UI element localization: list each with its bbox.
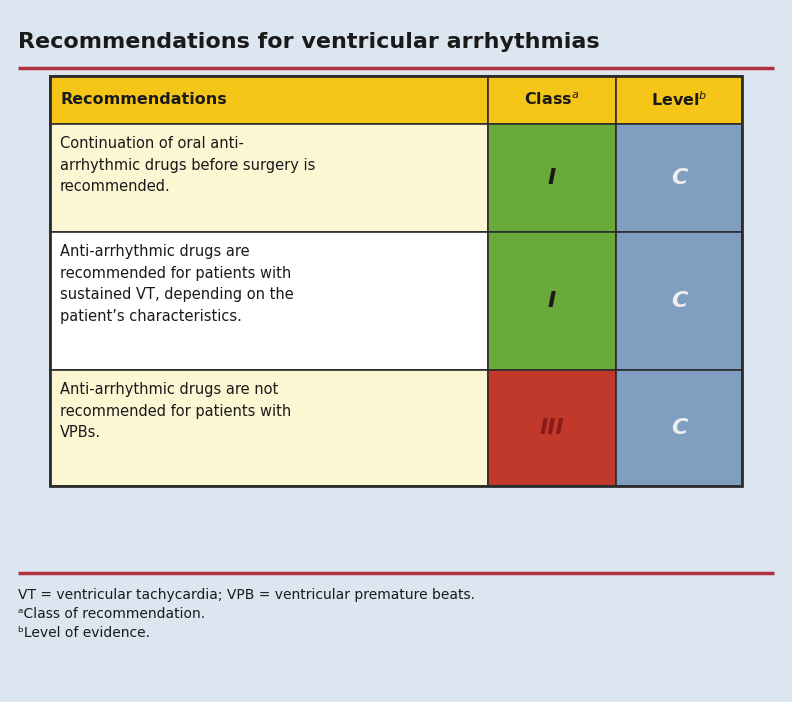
Text: Class$^a$: Class$^a$ bbox=[524, 92, 580, 108]
Bar bbox=[488, 370, 616, 486]
Bar bbox=[50, 370, 488, 486]
Text: III: III bbox=[539, 418, 565, 438]
Bar bbox=[616, 124, 742, 232]
Text: Anti-arrhythmic drugs are
recommended for patients with
sustained VT, depending : Anti-arrhythmic drugs are recommended fo… bbox=[60, 244, 294, 324]
Text: VT = ventricular tachycardia; VPB = ventricular premature beats.: VT = ventricular tachycardia; VPB = vent… bbox=[18, 588, 475, 602]
Text: C: C bbox=[671, 168, 687, 188]
Text: I: I bbox=[548, 291, 556, 311]
Text: C: C bbox=[671, 418, 687, 438]
Bar bbox=[50, 124, 488, 232]
Bar bbox=[616, 76, 742, 124]
Text: Continuation of oral anti-
arrhythmic drugs before surgery is
recommended.: Continuation of oral anti- arrhythmic dr… bbox=[60, 136, 315, 194]
Bar bbox=[616, 232, 742, 370]
Text: Anti-arrhythmic drugs are not
recommended for patients with
VPBs.: Anti-arrhythmic drugs are not recommende… bbox=[60, 382, 291, 440]
Bar bbox=[488, 124, 616, 232]
Bar bbox=[50, 76, 488, 124]
Bar bbox=[50, 232, 488, 370]
Bar bbox=[488, 232, 616, 370]
Text: ᵃClass of recommendation.: ᵃClass of recommendation. bbox=[18, 607, 205, 621]
Bar bbox=[488, 76, 616, 124]
Text: C: C bbox=[671, 291, 687, 311]
Text: Recommendations for ventricular arrhythmias: Recommendations for ventricular arrhythm… bbox=[18, 32, 600, 52]
Bar bbox=[50, 76, 742, 486]
Text: Level$^b$: Level$^b$ bbox=[651, 91, 707, 110]
Text: Recommendations: Recommendations bbox=[60, 93, 227, 107]
Text: I: I bbox=[548, 168, 556, 188]
Text: ᵇLevel of evidence.: ᵇLevel of evidence. bbox=[18, 626, 150, 640]
Bar bbox=[616, 370, 742, 486]
